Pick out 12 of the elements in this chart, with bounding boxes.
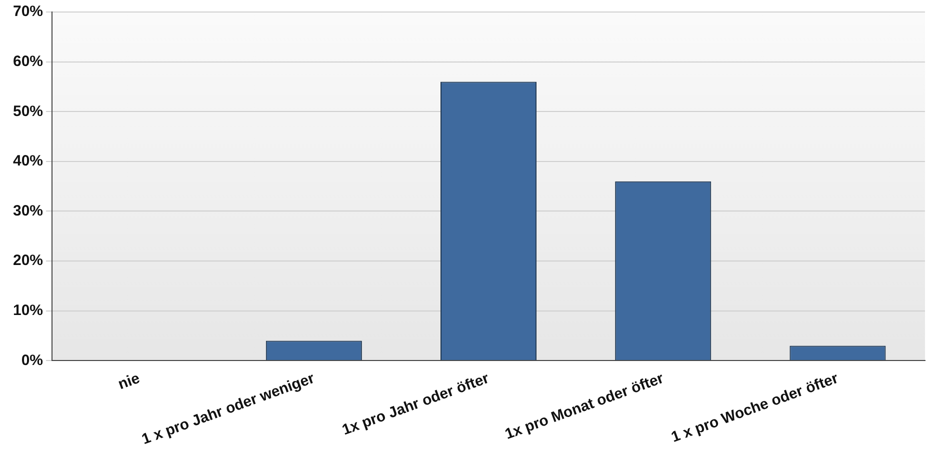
y-tick-label: 70% [12,3,44,20]
y-tick-label: 50% [12,102,44,120]
x-tick-label: nie [116,370,142,394]
x-tick-label: 1x pro Monat oder öfter [502,370,666,443]
x-tick-label: 1 x pro Woche oder öfter [669,370,841,446]
y-tick-label: 20% [12,252,44,270]
y-tick-label: 0% [21,352,44,369]
y-tick-label: 40% [12,152,44,170]
x-tick-label: 1x pro Jahr oder öfter [340,370,492,439]
y-tick-label: 30% [12,202,44,220]
y-tick-label: 60% [12,52,44,70]
y-tick-label: 10% [12,302,44,319]
